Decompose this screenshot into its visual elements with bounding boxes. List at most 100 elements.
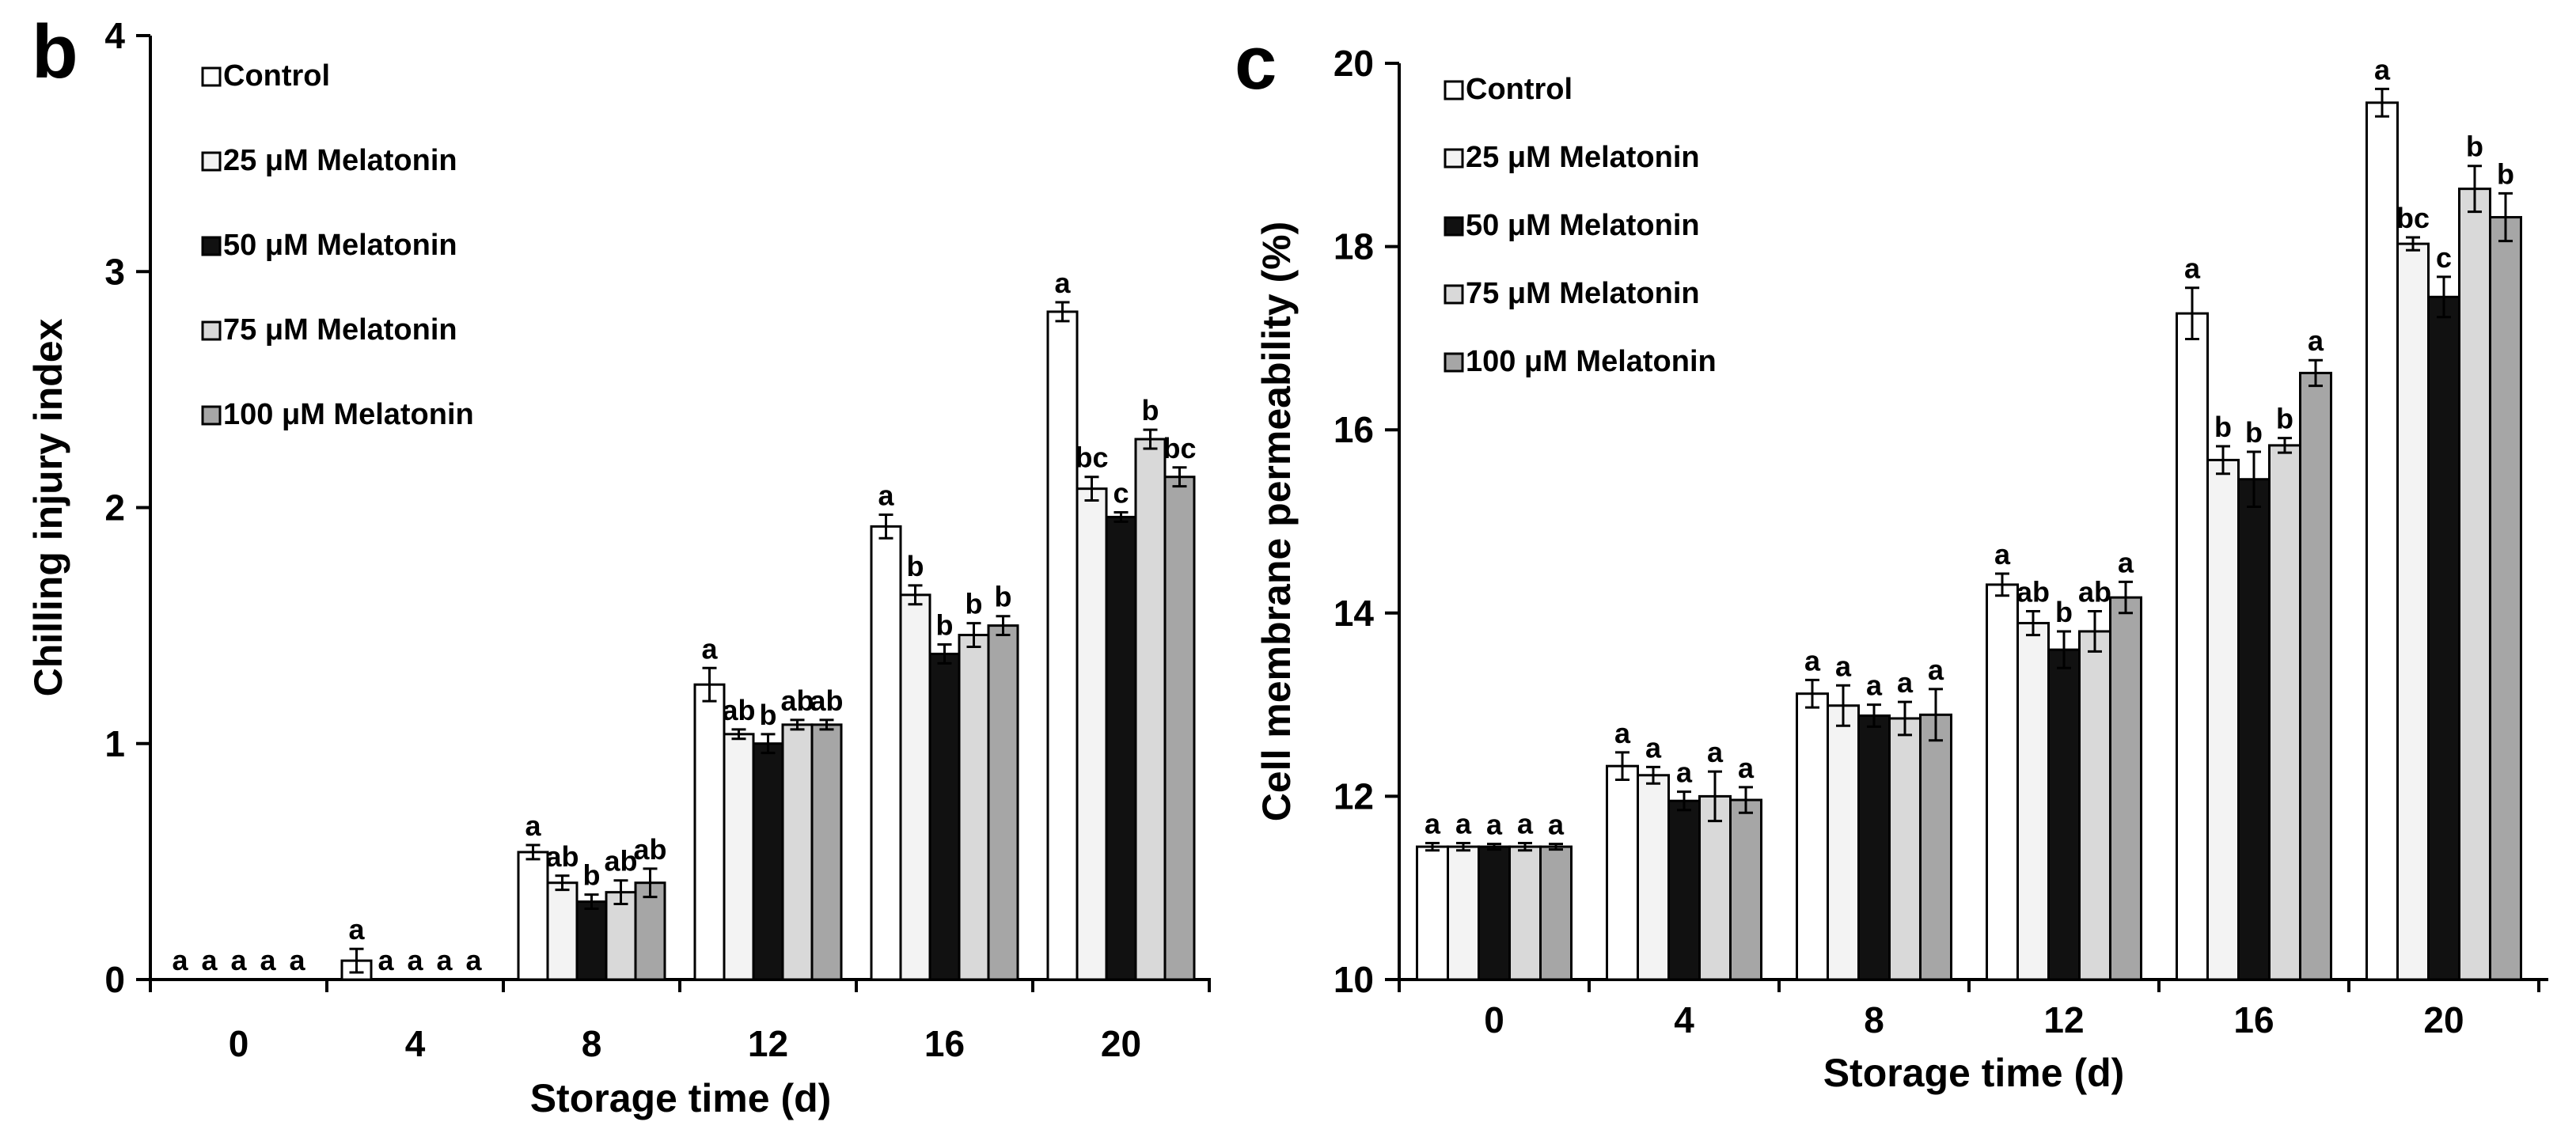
significance-letter: b	[760, 699, 777, 731]
bar	[605, 891, 637, 981]
bar	[752, 742, 784, 981]
significance-letter: a	[1676, 756, 1693, 789]
x-tick-label: 20	[1101, 1023, 1141, 1064]
significance-letter: a	[407, 944, 423, 976]
bar	[958, 634, 990, 981]
significance-letter: a	[1614, 717, 1631, 749]
bar	[2016, 622, 2050, 981]
legend-swatch	[201, 320, 222, 341]
bar	[2396, 242, 2430, 981]
significance-letter: a	[1804, 644, 1821, 677]
significance-letter: a	[172, 944, 188, 976]
significance-letter: a	[260, 944, 276, 976]
significance-letter: a	[878, 479, 894, 511]
bar	[781, 723, 814, 981]
legend-swatch	[201, 151, 222, 172]
significance-letter: ab	[2016, 575, 2050, 608]
y-tick-label: 20	[1334, 43, 1374, 84]
x-tick-label: 0	[1484, 999, 1504, 1040]
significance-letter: a	[1866, 669, 1883, 702]
bar	[1986, 583, 2019, 981]
bar	[634, 881, 666, 981]
y-tick-label: 14	[1334, 593, 1375, 634]
bar	[1667, 799, 1701, 981]
bar	[1508, 845, 1542, 981]
y-tick-label: 4	[104, 15, 125, 56]
significance-letter: a	[1645, 731, 1662, 764]
significance-letter: bc	[1075, 442, 1108, 474]
bar	[575, 900, 608, 981]
significance-letter: c	[1113, 476, 1129, 509]
legend-entry: Control	[223, 59, 330, 93]
significance-letter: b	[966, 588, 983, 620]
y-tick-label: 16	[1334, 409, 1374, 450]
legend-entry: 50 μM Melatonin	[223, 229, 457, 262]
significance-letter: a	[2308, 324, 2324, 357]
bar	[1888, 717, 1922, 981]
panel-letter: c	[1235, 21, 1277, 105]
significance-letter: c	[2436, 241, 2452, 274]
bar	[1637, 774, 1670, 981]
significance-letter: a	[465, 944, 482, 976]
significance-letter: ab	[780, 684, 814, 717]
legend-swatch	[1444, 352, 1464, 373]
bar	[928, 652, 961, 981]
significance-letter: a	[230, 944, 247, 976]
significance-letter: a	[436, 944, 453, 976]
bar	[870, 525, 902, 981]
y-axis-title: Cell membrane permeability (%)	[1254, 222, 1299, 822]
significance-letter: a	[289, 944, 305, 976]
y-tick-label: 2	[104, 487, 125, 529]
legend-swatch	[1444, 284, 1464, 305]
significance-letter: a	[1425, 807, 1441, 839]
bar	[899, 593, 931, 981]
bar	[723, 733, 755, 981]
bar	[2427, 295, 2460, 981]
bar	[1539, 845, 1573, 981]
significance-letter: ab	[604, 845, 637, 877]
bar	[2047, 648, 2081, 981]
bar	[2237, 478, 2271, 981]
bar	[1606, 764, 1639, 981]
x-tick-label: 16	[924, 1023, 965, 1064]
legend-entry: 75 μM Melatonin	[1466, 277, 1700, 310]
bar	[810, 723, 843, 981]
significance-letter: a	[1897, 666, 1914, 699]
bar	[1416, 845, 1449, 981]
y-tick-label: 3	[104, 251, 125, 292]
x-tick-label: 8	[1864, 999, 1884, 1040]
significance-letter: b	[583, 859, 601, 892]
bar	[693, 683, 726, 981]
significance-letter: a	[2118, 546, 2134, 578]
significance-letter: b	[2466, 131, 2483, 163]
significance-letter: a	[2374, 53, 2391, 85]
legend-swatch	[1444, 216, 1464, 237]
x-axis-title: Storage time (d)	[1823, 1051, 2125, 1095]
significance-letter: a	[1054, 267, 1071, 299]
bar	[987, 624, 1019, 981]
significance-letter: ab	[2078, 575, 2111, 608]
x-tick-label: 0	[229, 1023, 249, 1064]
significance-letter: bc	[1163, 432, 1196, 464]
significance-letter: a	[1738, 752, 1755, 784]
bar	[2489, 216, 2522, 981]
significance-letter: ab	[545, 840, 579, 873]
significance-letter: a	[1517, 807, 1534, 839]
significance-letter: b	[936, 608, 954, 641]
bar	[1827, 704, 1860, 981]
bar	[1857, 714, 1891, 981]
bar	[1076, 487, 1108, 981]
significance-letter: a	[1928, 654, 1944, 686]
significance-letter: a	[1486, 809, 1503, 841]
significance-letter: a	[1707, 736, 1724, 768]
y-tick-label: 18	[1334, 226, 1374, 267]
bar	[546, 881, 579, 981]
significance-letter: a	[701, 632, 718, 665]
bar	[2206, 458, 2240, 981]
legend-entry: 100 μM Melatonin	[223, 398, 474, 431]
x-tick-label: 8	[582, 1023, 602, 1064]
significance-letter: a	[201, 944, 218, 976]
legend-swatch	[1444, 148, 1464, 169]
bar	[1698, 794, 1732, 981]
